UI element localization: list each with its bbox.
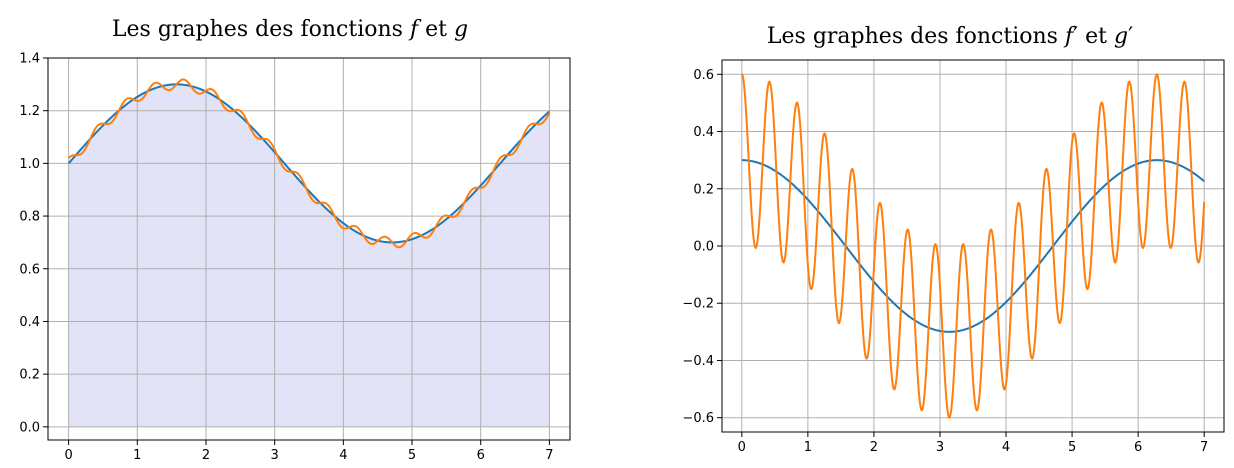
area-under-f	[68, 84, 550, 427]
y-tick-label: −0.6	[682, 411, 714, 426]
series-line-orange	[741, 73, 1206, 419]
y-tick-label: 0.0	[693, 240, 714, 255]
x-tick-label: 5	[408, 448, 416, 463]
x-tick-label: 0	[738, 440, 746, 455]
x-tick-label: 7	[545, 448, 553, 463]
y-tick-label: 1.4	[19, 52, 40, 67]
y-tick-label: 0.6	[19, 262, 40, 277]
x-tick-label: 4	[339, 448, 347, 463]
x-tick-label: 6	[477, 448, 485, 463]
y-tick-label: 0.6	[693, 68, 714, 83]
series-line-orange	[67, 78, 551, 249]
grid	[48, 57, 570, 440]
y-tick-label: 0.4	[19, 315, 40, 330]
y-tick-label: 1.2	[19, 104, 40, 119]
chart-fprime-gprime-svg: Les graphes des fonctions f′ et g′ 0 1 2 3 4…	[682, 24, 1225, 455]
chart-fprime-gprime: Les graphes des fonctions f′ et g′ 0 1 2 3 4…	[620, 0, 1234, 468]
y-tick-label: 0.2	[19, 368, 40, 383]
y-tick-label: 0.0	[19, 420, 40, 435]
y-tick-label: 0.2	[693, 182, 714, 197]
y-tick-label: 0.4	[693, 125, 714, 140]
chart-f-g-svg: Les graphes des fonctions f et g 0 1 2 3 4 5 6…	[19, 17, 571, 463]
y-tick-label: −0.2	[682, 297, 714, 312]
x-tick-label: 1	[133, 448, 141, 463]
y-tick-label: −0.4	[682, 354, 714, 369]
grid	[722, 60, 1224, 432]
x-tick-label: 3	[271, 448, 279, 463]
x-tick-label: 2	[870, 440, 878, 455]
x-tick-label: 0	[64, 448, 72, 463]
y-tick-label: 0.8	[19, 210, 40, 225]
x-tick-label: 6	[1134, 440, 1142, 455]
x-tick-label: 7	[1200, 440, 1208, 455]
plot-frame	[47, 57, 571, 441]
x-tick-label: 4	[1002, 440, 1010, 455]
y-tick-label: 1.0	[19, 157, 40, 172]
chart-title: Les graphes des fonctions f et g	[112, 17, 468, 42]
chart-f-g: Les graphes des fonctions f et g 0 1 2 3 4 5 6…	[0, 0, 600, 468]
x-tick-label: 3	[936, 440, 944, 455]
chart-title: Les graphes des fonctions f′ et g′	[767, 24, 1133, 49]
x-tick-label: 2	[202, 448, 210, 463]
x-tick-label: 1	[804, 440, 812, 455]
x-tick-label: 5	[1068, 440, 1076, 455]
series-line-blue	[741, 159, 1205, 333]
